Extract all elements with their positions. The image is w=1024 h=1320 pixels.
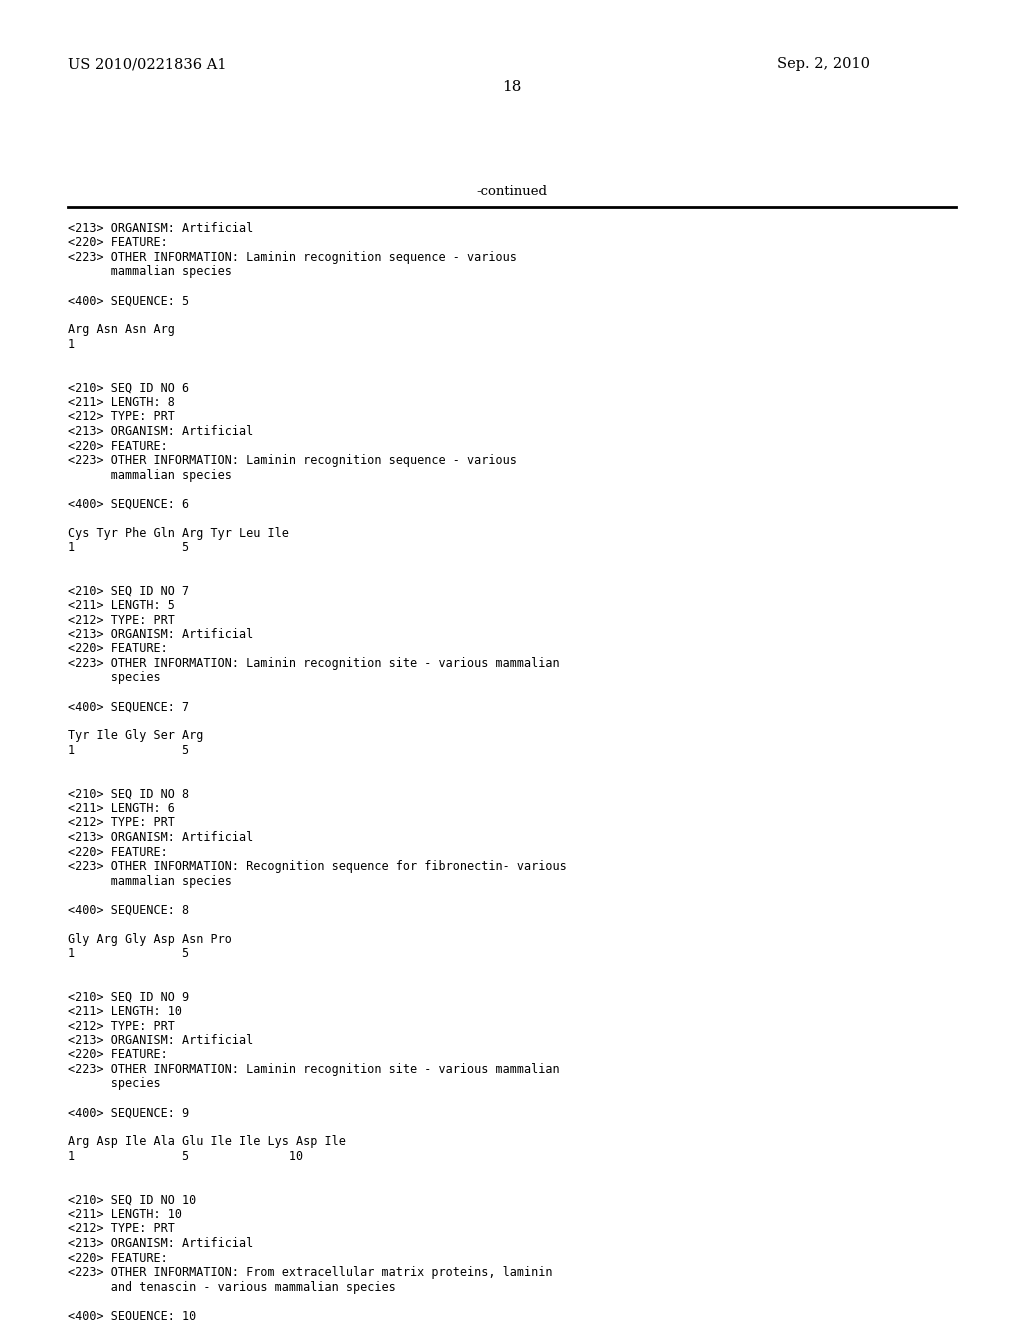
Text: mammalian species: mammalian species — [68, 265, 231, 279]
Text: Arg Asp Ile Ala Glu Ile Ile Lys Asp Ile: Arg Asp Ile Ala Glu Ile Ile Lys Asp Ile — [68, 1135, 346, 1148]
Text: <213> ORGANISM: Artificial: <213> ORGANISM: Artificial — [68, 832, 253, 843]
Text: <223> OTHER INFORMATION: Laminin recognition site - various mammalian: <223> OTHER INFORMATION: Laminin recogni… — [68, 657, 560, 671]
Text: <223> OTHER INFORMATION: Laminin recognition site - various mammalian: <223> OTHER INFORMATION: Laminin recogni… — [68, 1063, 560, 1076]
Text: <213> ORGANISM: Artificial: <213> ORGANISM: Artificial — [68, 1034, 253, 1047]
Text: Cys Tyr Phe Gln Arg Tyr Leu Ile: Cys Tyr Phe Gln Arg Tyr Leu Ile — [68, 527, 289, 540]
Text: <220> FEATURE:: <220> FEATURE: — [68, 643, 168, 656]
Text: <212> TYPE: PRT: <212> TYPE: PRT — [68, 411, 175, 424]
Text: mammalian species: mammalian species — [68, 469, 231, 482]
Text: <213> ORGANISM: Artificial: <213> ORGANISM: Artificial — [68, 628, 253, 642]
Text: Tyr Ile Gly Ser Arg: Tyr Ile Gly Ser Arg — [68, 730, 204, 742]
Text: Sep. 2, 2010: Sep. 2, 2010 — [777, 57, 870, 71]
Text: <210> SEQ ID NO 9: <210> SEQ ID NO 9 — [68, 990, 189, 1003]
Text: <220> FEATURE:: <220> FEATURE: — [68, 846, 168, 858]
Text: <213> ORGANISM: Artificial: <213> ORGANISM: Artificial — [68, 1237, 253, 1250]
Text: species: species — [68, 1077, 161, 1090]
Text: 1               5: 1 5 — [68, 541, 189, 554]
Text: US 2010/0221836 A1: US 2010/0221836 A1 — [68, 57, 226, 71]
Text: -continued: -continued — [476, 185, 548, 198]
Text: mammalian species: mammalian species — [68, 874, 231, 887]
Text: <223> OTHER INFORMATION: Recognition sequence for fibronectin- various: <223> OTHER INFORMATION: Recognition seq… — [68, 861, 566, 873]
Text: <212> TYPE: PRT: <212> TYPE: PRT — [68, 1222, 175, 1236]
Text: <211> LENGTH: 8: <211> LENGTH: 8 — [68, 396, 175, 409]
Text: <400> SEQUENCE: 6: <400> SEQUENCE: 6 — [68, 498, 189, 511]
Text: 1               5: 1 5 — [68, 744, 189, 756]
Text: <400> SEQUENCE: 5: <400> SEQUENCE: 5 — [68, 294, 189, 308]
Text: <213> ORGANISM: Artificial: <213> ORGANISM: Artificial — [68, 222, 253, 235]
Text: 1               5              10: 1 5 10 — [68, 1150, 303, 1163]
Text: <210> SEQ ID NO 8: <210> SEQ ID NO 8 — [68, 788, 189, 800]
Text: <211> LENGTH: 10: <211> LENGTH: 10 — [68, 1005, 182, 1018]
Text: <400> SEQUENCE: 7: <400> SEQUENCE: 7 — [68, 701, 189, 714]
Text: <211> LENGTH: 6: <211> LENGTH: 6 — [68, 803, 175, 814]
Text: <210> SEQ ID NO 6: <210> SEQ ID NO 6 — [68, 381, 189, 395]
Text: <400> SEQUENCE: 9: <400> SEQUENCE: 9 — [68, 1106, 189, 1119]
Text: <211> LENGTH: 10: <211> LENGTH: 10 — [68, 1208, 182, 1221]
Text: <400> SEQUENCE: 8: <400> SEQUENCE: 8 — [68, 903, 189, 916]
Text: Gly Arg Gly Asp Asn Pro: Gly Arg Gly Asp Asn Pro — [68, 932, 231, 945]
Text: <210> SEQ ID NO 10: <210> SEQ ID NO 10 — [68, 1193, 197, 1206]
Text: <400> SEQUENCE: 10: <400> SEQUENCE: 10 — [68, 1309, 197, 1320]
Text: <213> ORGANISM: Artificial: <213> ORGANISM: Artificial — [68, 425, 253, 438]
Text: <210> SEQ ID NO 7: <210> SEQ ID NO 7 — [68, 585, 189, 598]
Text: <212> TYPE: PRT: <212> TYPE: PRT — [68, 614, 175, 627]
Text: Arg Asn Asn Arg: Arg Asn Asn Arg — [68, 323, 175, 337]
Text: <220> FEATURE:: <220> FEATURE: — [68, 440, 168, 453]
Text: species: species — [68, 672, 161, 685]
Text: <211> LENGTH: 5: <211> LENGTH: 5 — [68, 599, 175, 612]
Text: <212> TYPE: PRT: <212> TYPE: PRT — [68, 817, 175, 829]
Text: 1: 1 — [68, 338, 75, 351]
Text: <223> OTHER INFORMATION: Laminin recognition sequence - various: <223> OTHER INFORMATION: Laminin recogni… — [68, 251, 517, 264]
Text: <223> OTHER INFORMATION: From extracellular matrix proteins, laminin: <223> OTHER INFORMATION: From extracellu… — [68, 1266, 553, 1279]
Text: <223> OTHER INFORMATION: Laminin recognition sequence - various: <223> OTHER INFORMATION: Laminin recogni… — [68, 454, 517, 467]
Text: <220> FEATURE:: <220> FEATURE: — [68, 236, 168, 249]
Text: and tenascin - various mammalian species: and tenascin - various mammalian species — [68, 1280, 395, 1294]
Text: <212> TYPE: PRT: <212> TYPE: PRT — [68, 1019, 175, 1032]
Text: <220> FEATURE:: <220> FEATURE: — [68, 1048, 168, 1061]
Text: <220> FEATURE:: <220> FEATURE: — [68, 1251, 168, 1265]
Text: 18: 18 — [503, 81, 521, 94]
Text: 1               5: 1 5 — [68, 946, 189, 960]
